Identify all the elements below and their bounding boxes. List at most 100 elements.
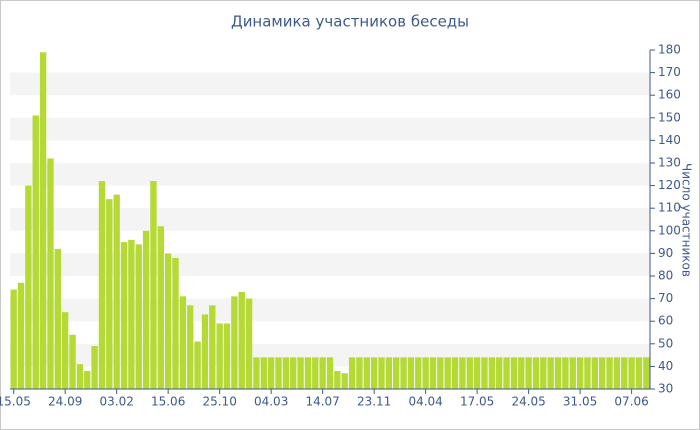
bar: [216, 323, 223, 389]
grid-band: [10, 208, 650, 231]
bar: [635, 357, 643, 389]
bar: [473, 357, 481, 389]
bar: [370, 357, 378, 389]
bar: [621, 357, 628, 389]
y-tick-label: 50: [658, 336, 673, 350]
y-tick-label: 150: [658, 110, 681, 124]
bar: [282, 357, 290, 389]
grid-band: [10, 163, 650, 186]
x-tick-label: 17.05: [460, 395, 494, 409]
y-tick-label: 170: [658, 65, 681, 79]
bar: [334, 370, 341, 389]
y-tick-label: 80: [658, 269, 673, 283]
y-axis-label: Число участников: [680, 163, 694, 277]
x-tick-label: 23.11: [357, 395, 391, 409]
bar: [628, 357, 635, 389]
bar: [164, 253, 172, 389]
bar: [584, 357, 591, 389]
bar: [613, 357, 621, 389]
bar: [54, 248, 61, 389]
bar: [466, 357, 473, 389]
x-tick-label: 03.02: [99, 395, 133, 409]
x-tick-label: 04.04: [408, 395, 442, 409]
bar: [312, 357, 319, 389]
bar: [113, 194, 120, 389]
bar: [554, 357, 562, 389]
bar: [451, 357, 459, 389]
y-tick-label: 90: [658, 246, 673, 260]
bar: [238, 291, 245, 389]
bar: [444, 357, 451, 389]
bar: [61, 312, 69, 389]
bar: [106, 199, 113, 389]
bar: [304, 357, 312, 389]
y-tick-label: 130: [658, 156, 681, 170]
bar: [569, 357, 576, 389]
x-tick-label: 15.06: [151, 395, 185, 409]
y-tick-label: 40: [658, 359, 673, 373]
bar: [150, 181, 157, 389]
y-tick-label: 160: [658, 88, 681, 102]
y-tick-label: 180: [658, 43, 681, 57]
bar: [245, 298, 253, 389]
bar: [91, 346, 98, 389]
bar: [172, 257, 179, 389]
bar: [437, 357, 444, 389]
bar: [400, 357, 407, 389]
bar: [576, 357, 584, 389]
bar: [422, 357, 429, 389]
bar: [326, 357, 334, 389]
y-tick-label: 110: [658, 201, 681, 215]
bar: [407, 357, 415, 389]
x-tick-label: 24.05: [511, 395, 545, 409]
bar: [120, 242, 128, 389]
bar: [481, 357, 488, 389]
bar: [25, 185, 32, 389]
bar: [415, 357, 422, 389]
bar: [194, 341, 201, 389]
x-tick-label: 24.09: [48, 395, 82, 409]
bar: [496, 357, 503, 389]
bar: [179, 296, 187, 389]
bar: [39, 52, 47, 389]
bar: [599, 357, 606, 389]
x-tick-label: 25.10: [202, 395, 236, 409]
bar: [488, 357, 496, 389]
bar: [209, 305, 216, 389]
y-tick-label: 60: [658, 314, 673, 328]
bar: [98, 181, 106, 389]
bar: [84, 370, 91, 389]
bar: [540, 357, 547, 389]
chart-title: Динамика участников беседы: [231, 13, 469, 31]
y-tick-label: 140: [658, 133, 681, 147]
x-tick-label: 07.06: [614, 395, 648, 409]
bar: [47, 158, 54, 389]
bar: [260, 357, 267, 389]
x-tick-label: 14.07: [305, 395, 339, 409]
bar: [10, 289, 17, 389]
bar: [459, 357, 466, 389]
bar: [135, 244, 142, 389]
bar: [591, 357, 599, 389]
grid-band: [10, 298, 650, 322]
bar: [547, 357, 554, 389]
bar: [363, 357, 370, 389]
bar: [157, 226, 164, 389]
bar: [142, 230, 150, 389]
bar: [503, 357, 510, 389]
bar: [275, 357, 282, 389]
bar: [562, 357, 569, 389]
bar: [525, 357, 532, 389]
bar: [378, 357, 385, 389]
x-tick-label: 15.05: [0, 395, 31, 409]
bar: [69, 334, 76, 389]
bar: [532, 357, 540, 389]
bar: [267, 357, 275, 389]
grid-band: [10, 253, 650, 276]
bar: [356, 357, 363, 389]
bar: [32, 115, 39, 389]
y-tick-label: 100: [658, 223, 681, 237]
bar: [76, 364, 84, 389]
y-tick-label: 120: [658, 178, 681, 192]
